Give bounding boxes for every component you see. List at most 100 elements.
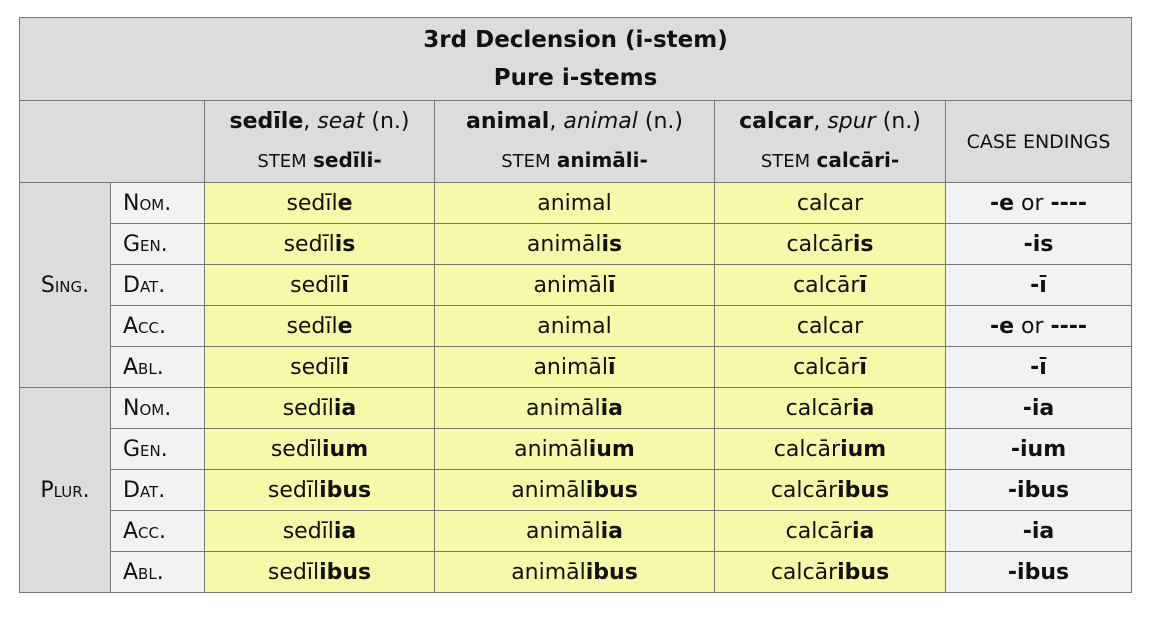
form-ending: e [337, 190, 353, 216]
declension-table: 3rd Declension (i-stem) Pure i-stems sed… [18, 17, 1133, 593]
case-ending-cell: -ium [944, 428, 1133, 470]
noun-stem: calcāri- [816, 147, 900, 172]
case-ending-cell: -ī [944, 346, 1133, 388]
form-ending: ī [341, 272, 349, 298]
table-row: Abl. sedīlī animālī calcārī -ī [20, 346, 1133, 388]
form-stem: animāl [526, 395, 601, 421]
case-label: Abl. [110, 346, 205, 388]
form-stem: animāl [514, 436, 589, 462]
case-ending-cell: -ī [944, 264, 1133, 306]
case-label: Acc. [110, 510, 205, 552]
case-label: Nom. [110, 387, 205, 429]
form-stem: animāl [511, 559, 586, 585]
form-ending: is [334, 231, 356, 257]
header-blank [19, 100, 205, 183]
form-cell: calcārī [714, 346, 946, 388]
form-ending: ia [333, 395, 357, 421]
table-row: Acc. sedīle animal calcar -e or ---- [20, 305, 1133, 347]
ending: -e [989, 313, 1015, 339]
form-ending: ī [859, 272, 867, 298]
form-ending: ibus [837, 477, 890, 503]
form-stem: calcār [770, 477, 838, 503]
form-stem: animāl [533, 272, 608, 298]
form-ending: ibus [319, 559, 372, 585]
form-cell: sedīlium [204, 428, 435, 470]
form-cell: calcārium [714, 428, 946, 470]
noun-lemma-line: animal, animal (n.) [465, 108, 684, 134]
ending-alt: ---- [1050, 190, 1088, 216]
form-ending: ī [608, 354, 616, 380]
form-ending: ium [322, 436, 369, 462]
stem-label: STEM [501, 150, 551, 172]
table-row: Sing. Nom. sedīle animal calcar -e or ---- [19, 182, 1133, 388]
form-stem: sedīl [290, 354, 342, 380]
title-line-1: 3rd Declension (i-stem) [423, 27, 728, 53]
form-ending: ibus [585, 477, 638, 503]
noun-gender: (n.) [644, 108, 684, 134]
stem-label: STEM [760, 150, 811, 172]
noun-gloss: seat [317, 108, 365, 134]
form-cell: sedīlī [204, 264, 435, 306]
case-label: Nom. [110, 182, 205, 224]
form-cell: animal [434, 305, 715, 347]
noun-gender: (n.) [371, 108, 410, 134]
noun-lemma: calcar [739, 108, 814, 134]
case-ending-cell: -e or ---- [944, 182, 1133, 224]
table-title: 3rd Declension (i-stem) Pure i-stems [18, 17, 1133, 101]
form-stem: calcār [785, 518, 852, 544]
form-stem: sedīl [282, 518, 334, 544]
case-ending-cell: -ia [944, 510, 1133, 552]
form-stem: sedīl [267, 559, 320, 585]
ending: -ium [1010, 436, 1067, 462]
form-stem: calcar [796, 190, 864, 216]
form-stem: sedīl [282, 395, 334, 421]
form-ending: ī [608, 272, 616, 298]
case-endings-header: CASE ENDINGS [944, 100, 1133, 183]
form-stem: calcār [786, 231, 853, 257]
case-label: Gen. [110, 223, 205, 265]
noun-stem-line: STEM calcāri- [715, 141, 945, 181]
form-stem: calcār [770, 559, 838, 585]
form-stem: sedīl [286, 190, 338, 216]
form-cell: calcar [714, 305, 946, 347]
ending-or: or [1014, 190, 1051, 216]
form-cell: calcar [714, 182, 946, 224]
form-stem: animal [537, 190, 612, 216]
form-ending: ī [341, 354, 349, 380]
form-ending: ibus [837, 559, 890, 585]
ending: -e [989, 190, 1015, 216]
form-ending: ia [333, 518, 357, 544]
table-row: Abl. sedīlibus animālibus calcāribus -ibus [20, 551, 1133, 593]
table-row: Acc. sedīlia animālia calcāria -ia [20, 510, 1133, 552]
form-cell: animālium [434, 428, 715, 470]
noun-header-animal: animal, animal (n.) STEM animāli- [434, 100, 715, 183]
form-ending: ium [840, 436, 887, 462]
form-cell: calcāribus [714, 551, 946, 593]
form-cell: animālī [434, 264, 715, 306]
form-ending: ia [600, 518, 623, 544]
form-cell: animālī [434, 346, 715, 388]
case-ending-cell: -ibus [944, 551, 1133, 593]
case-ending-cell: -e or ---- [944, 305, 1133, 347]
ending: -ia [1022, 518, 1055, 544]
ending: -is [1023, 231, 1054, 257]
form-stem: sedīl [290, 272, 342, 298]
noun-header-calcar: calcar, spur (n.) STEM calcāri- [714, 100, 946, 183]
ending: -ibus [1007, 559, 1070, 585]
form-cell: animālis [434, 223, 715, 265]
case-label: Dat. [110, 264, 205, 306]
form-cell: calcāribus [714, 469, 946, 511]
noun-gender: (n.) [882, 108, 921, 134]
noun-gloss: animal [563, 108, 638, 134]
table-row: Dat. sedīlibus animālibus calcāribus -ibus [20, 469, 1133, 511]
noun-stem: sedīli- [313, 147, 382, 172]
form-stem: calcār [773, 436, 841, 462]
stem-label: STEM [257, 150, 307, 172]
form-cell: calcāris [714, 223, 946, 265]
form-ending: ia [600, 395, 623, 421]
form-cell: calcāria [714, 387, 946, 429]
noun-lemma-line: sedīle, seat (n.) [229, 108, 410, 134]
table-row: Gen. sedīlis animālis calcāris -is [20, 223, 1133, 265]
table-row: Dat. sedīlī animālī calcārī -ī [20, 264, 1133, 306]
form-cell: sedīlī [204, 346, 435, 388]
